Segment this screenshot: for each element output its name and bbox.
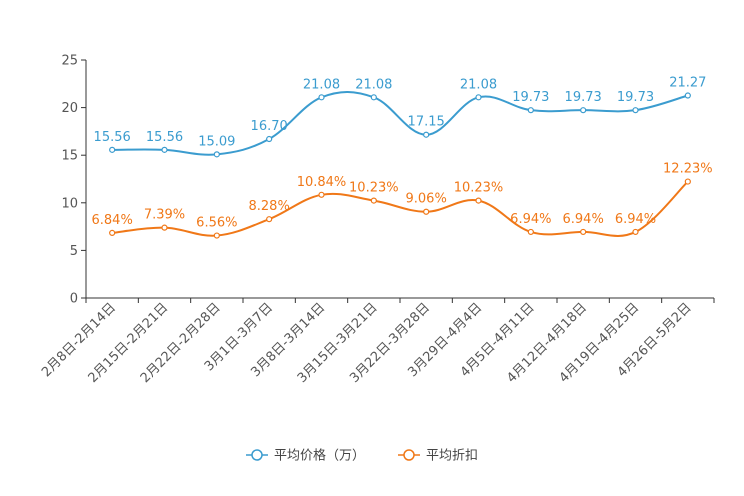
data-point xyxy=(161,224,168,231)
legend-item[interactable]: 平均折扣 xyxy=(398,449,478,464)
data-point xyxy=(423,208,430,215)
data-label: 17.15 xyxy=(408,115,445,130)
data-label: 6.56% xyxy=(196,216,237,231)
y-tick-label: 0 xyxy=(70,292,78,307)
data-point xyxy=(423,131,430,138)
y-tick-label: 10 xyxy=(61,196,78,211)
data-label: 15.09 xyxy=(198,134,235,149)
y-tick-label: 15 xyxy=(61,149,78,164)
data-label: 15.56 xyxy=(94,130,131,145)
data-label: 9.06% xyxy=(406,192,447,207)
legend-marker-icon xyxy=(251,449,263,461)
data-point xyxy=(266,135,273,143)
data-point xyxy=(109,229,116,236)
data-label: 8.28% xyxy=(249,199,290,214)
chart-axes: 05101520252月8日-2月14日2月15日-2月21日2月22日-2月2… xyxy=(39,54,715,386)
data-point xyxy=(370,94,377,101)
legend-label: 平均折扣 xyxy=(426,449,478,464)
data-label: 6.94% xyxy=(510,212,551,227)
data-point xyxy=(632,228,639,236)
data-point xyxy=(475,94,482,101)
data-label: 21.08 xyxy=(460,77,497,92)
data-label: 12.23% xyxy=(663,162,713,177)
chart-legend[interactable]: 平均价格（万） 平均折扣 xyxy=(246,448,478,464)
y-tick-label: 5 xyxy=(70,244,78,259)
chart-series xyxy=(109,90,691,239)
data-point xyxy=(580,228,587,236)
data-label: 19.73 xyxy=(617,90,654,105)
data-point xyxy=(318,94,325,101)
data-point xyxy=(318,191,325,198)
data-label: 16.70 xyxy=(251,119,288,134)
y-tick-label: 25 xyxy=(61,54,78,69)
data-point xyxy=(109,146,116,153)
data-point xyxy=(684,178,691,185)
chart-data-labels: 15.56 15.56 15.09 16.70 21.08 21.08 17.15 21.08… xyxy=(92,76,713,231)
data-point xyxy=(213,151,220,158)
legend-label: 平均价格（万） xyxy=(274,448,365,464)
data-point xyxy=(527,228,534,236)
legend-item[interactable]: 平均价格（万） xyxy=(246,448,365,464)
data-point xyxy=(527,107,534,114)
data-point xyxy=(161,146,168,153)
data-label: 6.84% xyxy=(92,213,133,228)
data-label: 19.73 xyxy=(565,90,602,105)
legend-marker-icon xyxy=(403,449,415,461)
data-label: 6.94% xyxy=(563,212,604,227)
data-point xyxy=(475,197,482,204)
data-label: 21.08 xyxy=(355,77,392,92)
data-point xyxy=(370,197,377,204)
data-label: 19.73 xyxy=(512,90,549,105)
data-label: 21.08 xyxy=(303,77,340,92)
data-point xyxy=(684,92,691,99)
data-label: 21.27 xyxy=(669,76,706,91)
data-point xyxy=(580,107,587,114)
data-point xyxy=(213,232,220,239)
data-point xyxy=(632,107,639,114)
data-label: 7.39% xyxy=(144,208,185,223)
data-label: 10.23% xyxy=(454,181,504,196)
data-label: 10.23% xyxy=(349,181,399,196)
data-label: 15.56 xyxy=(146,130,183,145)
data-label: 6.94% xyxy=(615,212,656,227)
data-point xyxy=(266,216,273,223)
data-label: 10.84% xyxy=(297,175,347,190)
y-tick-label: 20 xyxy=(61,101,78,116)
